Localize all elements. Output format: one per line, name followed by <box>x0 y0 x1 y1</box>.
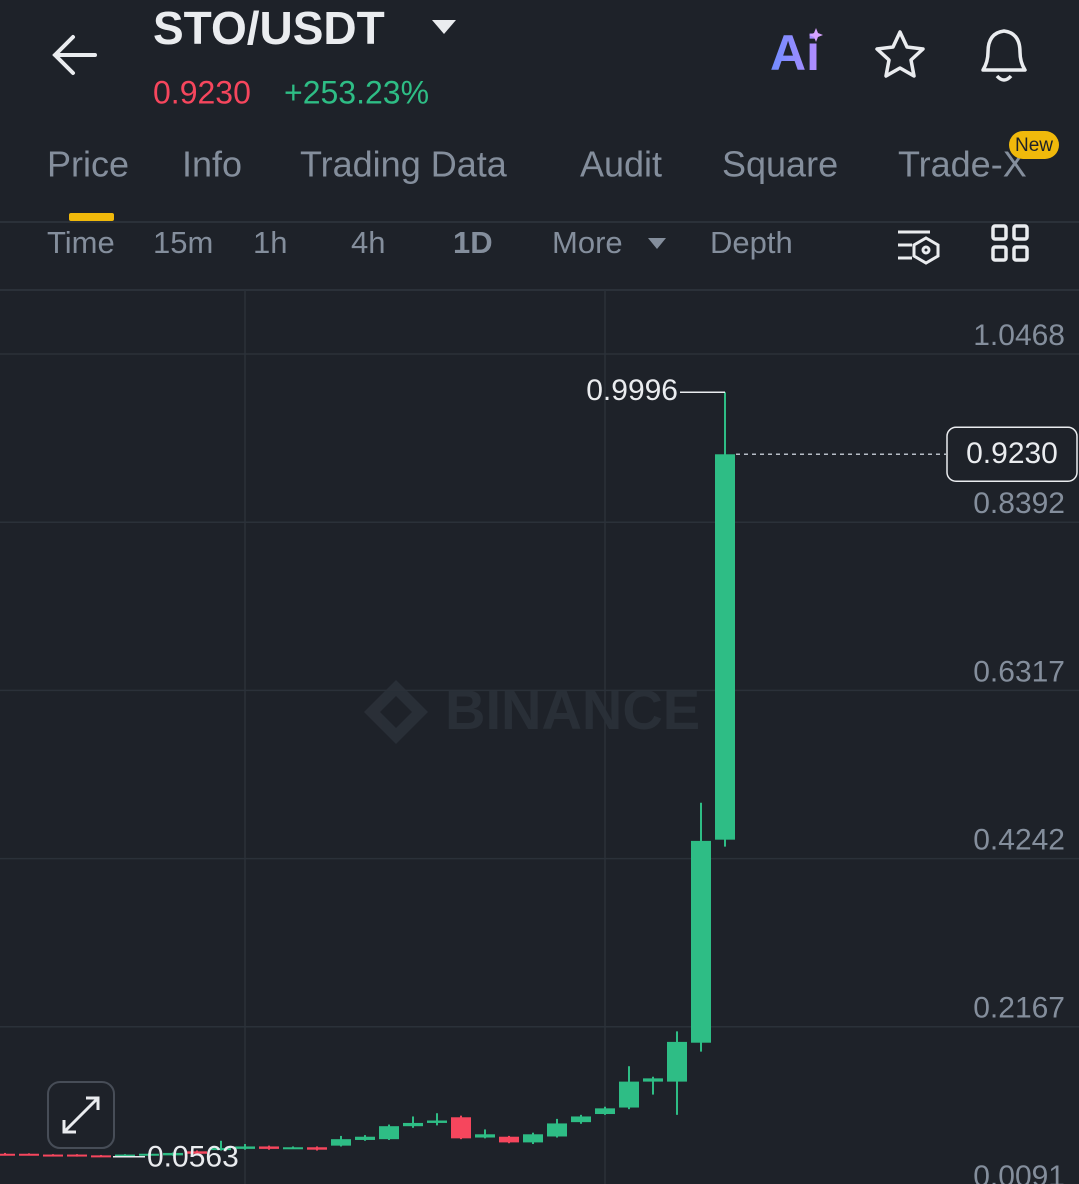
layout-button[interactable] <box>991 224 1029 262</box>
candle-body <box>235 1146 255 1149</box>
interval[interactable]: 15m <box>153 225 213 260</box>
candle-body <box>379 1126 399 1140</box>
y-tick-label: 0.0091 <box>973 1160 1065 1184</box>
pair-title[interactable]: STO/USDT <box>153 2 385 54</box>
alert-button[interactable] <box>981 29 1027 82</box>
interval[interactable]: 4h <box>351 225 385 260</box>
tab[interactable]: Trade-X <box>898 144 1027 185</box>
fullscreen-icon <box>62 1096 100 1134</box>
watermark-text: BINANCE <box>445 678 700 741</box>
indicator-settings-button[interactable] <box>898 230 940 265</box>
candle-body <box>715 454 735 840</box>
candle-body <box>283 1147 303 1150</box>
y-tick-label: 0.2167 <box>973 992 1065 1025</box>
candle-body <box>619 1081 639 1108</box>
candle-body <box>67 1154 87 1157</box>
candle-body <box>667 1041 687 1082</box>
y-tick-label: 0.4242 <box>973 823 1065 856</box>
candle-body <box>595 1108 615 1115</box>
pair-dropdown[interactable] <box>432 20 456 34</box>
favorite-button[interactable] <box>875 30 925 78</box>
min-marker-label: 0.0563 <box>147 1141 239 1174</box>
candle-body <box>211 1148 231 1151</box>
last-price-label: 0.9230 <box>966 437 1058 470</box>
interval[interactable]: Time <box>47 225 115 260</box>
active-tab-indicator <box>69 213 114 221</box>
candle-body <box>19 1153 39 1156</box>
back-button[interactable] <box>52 35 97 75</box>
tab[interactable]: Price <box>47 144 129 185</box>
last-price: 0.9230 <box>153 74 251 110</box>
candle-body <box>403 1122 423 1127</box>
candle-body <box>451 1117 471 1139</box>
candle-body <box>547 1123 567 1137</box>
candle-body <box>187 1151 207 1154</box>
candle-body <box>475 1134 495 1138</box>
last-price-box <box>946 426 1078 483</box>
interval[interactable]: 1D <box>453 225 493 260</box>
watermark: BINANCE <box>364 678 700 744</box>
candle-body <box>259 1146 279 1149</box>
candle-body <box>307 1147 327 1150</box>
candle-body <box>0 1153 15 1156</box>
candle-body <box>427 1120 447 1123</box>
new-badge-text: New <box>1015 135 1053 156</box>
tab[interactable]: Trading Data <box>300 144 508 185</box>
candle-body <box>643 1078 663 1082</box>
candle-body <box>91 1155 111 1158</box>
candle-body <box>139 1153 159 1156</box>
more-caret <box>648 238 666 249</box>
price-change: +253.23% <box>284 74 429 110</box>
interval[interactable]: More <box>552 225 623 260</box>
candle-body <box>331 1139 351 1146</box>
ai-sparkle <box>809 28 823 42</box>
new-badge <box>1009 131 1059 159</box>
candle-body <box>355 1136 375 1140</box>
candle-body <box>163 1152 183 1156</box>
max-marker-label: 0.9996 <box>586 374 678 407</box>
candle-body <box>571 1116 591 1123</box>
interval[interactable]: 1h <box>253 225 287 260</box>
candle-body <box>43 1154 63 1157</box>
y-tick-label: 0.6317 <box>973 655 1065 688</box>
candle-body <box>499 1136 519 1143</box>
tab[interactable]: Audit <box>580 144 662 185</box>
candle-body <box>115 1154 135 1157</box>
interval[interactable]: Depth <box>710 225 793 260</box>
tab[interactable]: Info <box>182 144 242 185</box>
candle-body <box>523 1134 543 1143</box>
y-tick-label: 0.8392 <box>973 487 1065 520</box>
tab[interactable]: Square <box>722 144 838 185</box>
candle-body <box>691 840 711 1043</box>
y-tick-label: 1.0468 <box>973 319 1065 352</box>
